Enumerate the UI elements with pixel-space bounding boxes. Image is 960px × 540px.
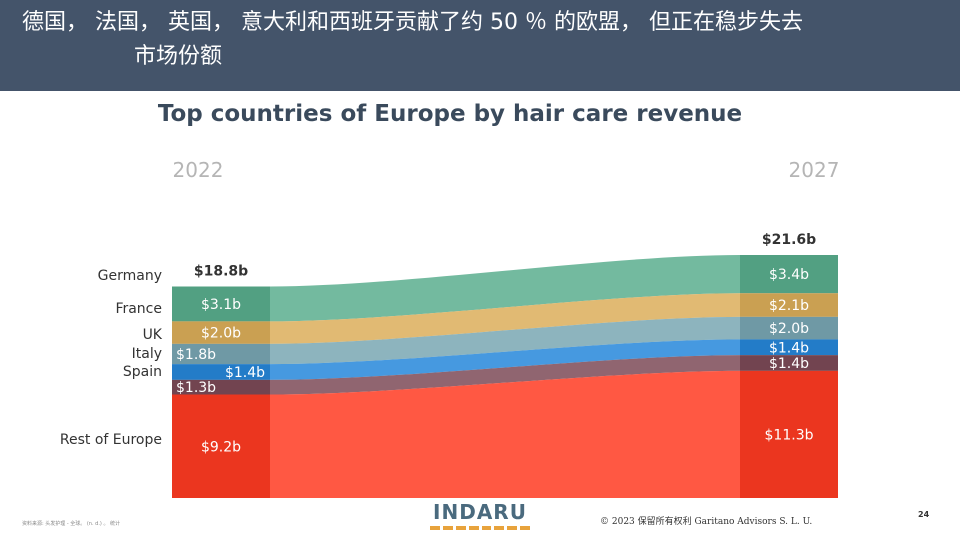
logo-bar xyxy=(430,526,530,530)
bar-2027-italy xyxy=(740,339,838,356)
bar-shade-2022-france xyxy=(172,321,270,344)
bar-2027-france xyxy=(740,293,838,317)
bar-shade-2027-rest-of-europe xyxy=(740,370,838,498)
row-label-spain: Spain xyxy=(123,364,162,380)
value-2027-rest-of-europe: $11.3b xyxy=(765,427,814,443)
flow-rest-of-europe xyxy=(270,370,740,498)
bar-2022-uk xyxy=(172,343,270,365)
value-2027-germany: $3.4b xyxy=(769,267,809,283)
total-2027: $21.6b xyxy=(762,232,816,248)
slide-title-line2: 市场份额 xyxy=(134,44,223,69)
value-2022-rest-of-europe: $9.2b xyxy=(201,439,241,455)
bar-shade-2022-germany xyxy=(172,286,270,322)
total-2022: $18.8b xyxy=(194,264,248,280)
bar-2022-france xyxy=(172,321,270,344)
row-label-uk: UK xyxy=(143,327,163,343)
value-2022-spain: $1.3b xyxy=(176,380,216,396)
flow-uk xyxy=(270,316,740,365)
row-label-italy: Italy xyxy=(132,346,162,362)
bar-shade-2022-italy xyxy=(172,364,270,380)
value-2027-france: $2.1b xyxy=(769,298,809,314)
bar-2027-uk xyxy=(740,316,838,340)
bar-shade-2027-germany xyxy=(740,255,838,294)
value-2027-uk: $2.0b xyxy=(769,321,809,337)
chart-title: Top countries of Europe by hair care rev… xyxy=(157,101,743,127)
flow-spain xyxy=(270,355,740,395)
row-label-germany: Germany xyxy=(98,268,162,284)
value-2027-spain: $1.4b xyxy=(769,356,809,372)
bar-2027-spain xyxy=(740,355,838,371)
value-2022-germany: $3.1b xyxy=(201,297,241,313)
copyright: © 2023 保留所有权利 Garitano Advisors S. L. U. xyxy=(600,517,813,527)
bar-2027-rest-of-europe xyxy=(740,370,838,498)
revenue-chart: $3.1b$3.4b$2.0b$2.1b$1.8b$2.0b$1.4b$1.4b… xyxy=(60,158,840,498)
bar-shade-2027-uk xyxy=(740,316,838,340)
source-note: 资料来源: 头发护理 - 全球。 (n. d.) 。 统计 xyxy=(22,521,121,527)
row-label-rest-of-europe: Rest of Europe xyxy=(60,432,162,448)
slide-title: 德国， 法国， 英国， 意大利和西班牙贡献了约 50 ％ 的欧盟， 但正在稳步失… xyxy=(22,6,942,74)
bar-shade-2022-uk xyxy=(172,343,270,365)
bar-2022-rest-of-europe xyxy=(172,394,270,498)
bar-2022-spain xyxy=(172,379,270,395)
year-label-2022: 2022 xyxy=(173,158,224,182)
bar-shade-2027-france xyxy=(740,293,838,317)
flow-italy xyxy=(270,339,740,380)
value-2027-italy: $1.4b xyxy=(769,340,809,356)
row-label-france: France xyxy=(115,301,162,317)
bar-shade-2027-spain xyxy=(740,355,838,371)
bar-2022-italy xyxy=(172,364,270,380)
flow-germany xyxy=(270,255,740,322)
bar-shade-2022-rest-of-europe xyxy=(172,394,270,498)
value-2022-france: $2.0b xyxy=(201,326,241,342)
logo-text: INDARU xyxy=(433,500,527,524)
header-bar: 德国， 法国， 英国， 意大利和西班牙贡献了约 50 ％ 的欧盟， 但正在稳步失… xyxy=(0,0,960,91)
flow-france xyxy=(270,293,740,344)
year-label-2027: 2027 xyxy=(789,158,840,182)
value-2022-uk: $1.8b xyxy=(176,347,216,363)
page-number: 24 xyxy=(918,510,930,519)
indaru-logo: INDARU xyxy=(430,500,530,530)
value-2022-italy: $1.4b xyxy=(225,365,265,381)
bar-shade-2022-spain xyxy=(172,379,270,395)
bar-2022-germany xyxy=(172,286,270,322)
slide-title-line1: 德国， 法国， 英国， 意大利和西班牙贡献了约 50 ％ 的欧盟， 但正在稳步失… xyxy=(22,10,803,35)
bar-2027-germany xyxy=(740,255,838,294)
bar-shade-2027-italy xyxy=(740,339,838,356)
